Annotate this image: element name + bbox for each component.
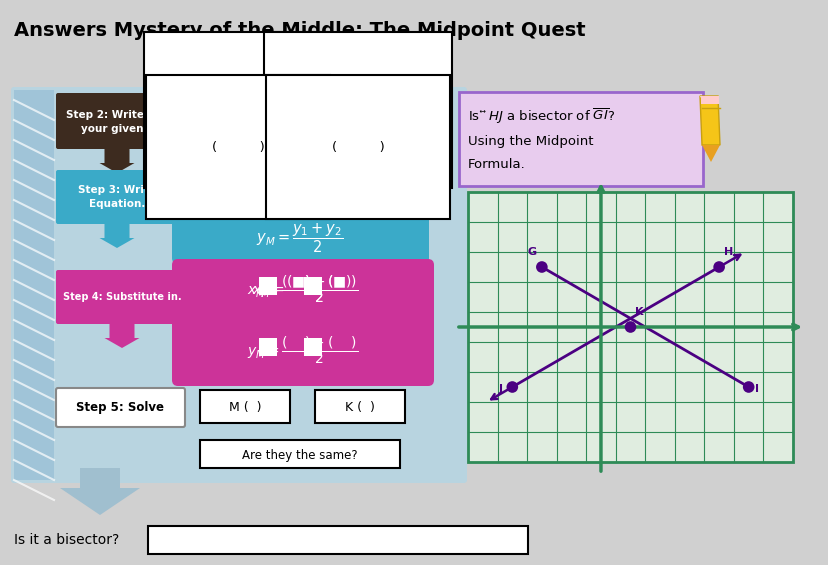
Bar <box>315 390 405 423</box>
Point <box>505 383 518 392</box>
Bar <box>304 277 321 295</box>
Text: J: J <box>498 384 502 394</box>
Text: $(x_1, y_1)$: $(x_1, y_1)$ <box>214 101 262 119</box>
Text: $x_M = \dfrac{(\ \ \ \ ) + (\ \ \ \ )}{2}$: $x_M = \dfrac{(\ \ \ \ ) + (\ \ \ \ )}{2… <box>247 273 359 305</box>
Text: $y_M = \dfrac{y_1 + y_2}{2}$: $y_M = \dfrac{y_1 + y_2}{2}$ <box>256 221 344 255</box>
Text: (          ): ( ) <box>331 141 384 154</box>
FancyArrow shape <box>104 324 139 348</box>
Point <box>623 323 637 332</box>
Polygon shape <box>701 145 720 162</box>
Text: $(x_2, y_2)$: $(x_2, y_2)$ <box>334 101 382 119</box>
Text: Is $\overleftrightarrow{HJ}$ a bisector of $\overline{GI}$?: Is $\overleftrightarrow{HJ}$ a bisector … <box>468 106 614 125</box>
Bar <box>468 192 792 462</box>
Bar <box>200 440 400 468</box>
Text: K (  ): K ( ) <box>344 401 374 414</box>
Text: G: G <box>527 247 537 257</box>
Bar <box>14 90 54 480</box>
FancyBboxPatch shape <box>459 92 702 186</box>
Text: Step 4: Substitute in.: Step 4: Substitute in. <box>63 292 181 302</box>
Text: $y_M = \dfrac{(\ \ \ \ ) + (\ \ \ \ )}{2}$: $y_M = \dfrac{(\ \ \ \ ) + (\ \ \ \ )}{2… <box>247 334 359 366</box>
Bar <box>700 96 718 104</box>
Polygon shape <box>699 96 717 100</box>
Text: I: I <box>753 384 758 394</box>
Bar <box>258 277 277 295</box>
FancyArrow shape <box>99 224 134 248</box>
Polygon shape <box>699 96 720 145</box>
FancyBboxPatch shape <box>56 93 178 149</box>
Text: Step 2: Write out
your givens.: Step 2: Write out your givens. <box>66 110 167 133</box>
Bar <box>200 390 290 423</box>
Text: Step 3: Write
Equation.: Step 3: Write Equation. <box>78 185 156 208</box>
Text: Formula.: Formula. <box>468 159 525 172</box>
Point <box>711 263 724 272</box>
Bar <box>258 338 277 356</box>
Point <box>535 263 548 272</box>
FancyBboxPatch shape <box>171 259 434 386</box>
Text: Answers Mystery of the Middle: The Midpoint Quest: Answers Mystery of the Middle: The Midpo… <box>14 20 585 40</box>
Text: H: H <box>724 247 733 257</box>
FancyBboxPatch shape <box>56 388 185 427</box>
FancyArrow shape <box>99 149 134 173</box>
FancyBboxPatch shape <box>171 162 428 264</box>
Bar <box>148 526 527 554</box>
Text: Are they the same?: Are they the same? <box>242 449 358 462</box>
Text: $x_M = \dfrac{x_1 + x_2}{2}$: $x_M = \dfrac{x_1 + x_2}{2}$ <box>256 173 344 207</box>
FancyBboxPatch shape <box>56 170 178 224</box>
Text: Using the Midpoint: Using the Midpoint <box>468 136 593 149</box>
Text: $x_M = \dfrac{(\blacksquare) + (\blacksquare)}{2}$: $x_M = \dfrac{(\blacksquare) + (\blacksq… <box>252 273 354 305</box>
Polygon shape <box>58 468 140 515</box>
Text: Is it a bisector?: Is it a bisector? <box>14 533 119 547</box>
Point <box>741 383 754 392</box>
FancyBboxPatch shape <box>11 87 466 483</box>
Text: (          ): ( ) <box>211 141 264 154</box>
Text: K: K <box>635 307 643 317</box>
FancyBboxPatch shape <box>56 270 188 324</box>
Text: M (  ): M ( ) <box>229 401 261 414</box>
Bar <box>304 338 321 356</box>
Text: Step 5: Solve: Step 5: Solve <box>76 402 164 415</box>
